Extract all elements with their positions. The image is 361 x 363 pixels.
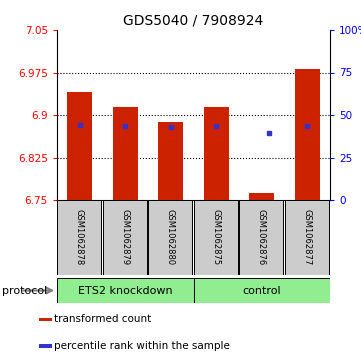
Text: GSM1062877: GSM1062877 <box>302 209 311 266</box>
Bar <box>193 200 238 275</box>
Bar <box>113 106 138 200</box>
Bar <box>249 193 274 200</box>
Text: GSM1062875: GSM1062875 <box>211 209 220 266</box>
Bar <box>57 278 193 303</box>
Text: GSM1062880: GSM1062880 <box>166 209 175 266</box>
Text: percentile rank within the sample: percentile rank within the sample <box>54 341 230 351</box>
Bar <box>158 122 183 200</box>
Bar <box>67 92 92 200</box>
Text: control: control <box>243 286 281 295</box>
Bar <box>148 200 192 275</box>
Text: transformed count: transformed count <box>54 314 151 324</box>
Text: ETS2 knockdown: ETS2 knockdown <box>78 286 173 295</box>
Text: GSM1062876: GSM1062876 <box>257 209 266 266</box>
Text: GSM1062879: GSM1062879 <box>120 209 129 266</box>
Bar <box>193 278 330 303</box>
Bar <box>57 200 101 275</box>
Text: protocol: protocol <box>2 286 47 295</box>
Bar <box>204 106 229 200</box>
Bar <box>239 200 283 275</box>
Bar <box>295 69 320 200</box>
Title: GDS5040 / 7908924: GDS5040 / 7908924 <box>123 13 264 28</box>
Bar <box>284 200 329 275</box>
Bar <box>39 318 52 321</box>
Bar <box>39 344 52 347</box>
Text: GSM1062878: GSM1062878 <box>75 209 83 266</box>
Bar <box>103 200 147 275</box>
